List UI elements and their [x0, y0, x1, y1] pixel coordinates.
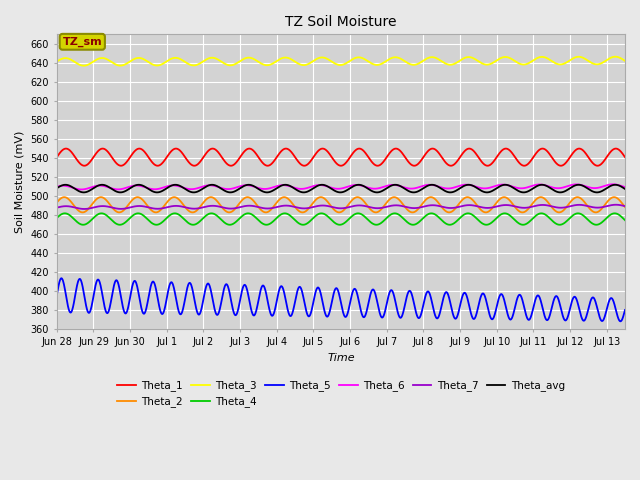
Theta_5	[58, 276, 65, 281]
Theta_4	[330, 219, 337, 225]
Theta_avg	[621, 186, 629, 192]
Theta_2	[330, 206, 337, 212]
Theta_2	[82, 208, 90, 214]
Theta_5	[83, 303, 90, 309]
Theta_1	[53, 154, 61, 160]
X-axis label: Time: Time	[327, 353, 355, 363]
Theta_5	[500, 298, 508, 304]
Line: Theta_1: Theta_1	[57, 149, 625, 166]
Theta_6	[621, 184, 629, 190]
Theta_7	[605, 203, 612, 209]
Theta_7	[500, 202, 508, 208]
Theta_2	[621, 204, 629, 210]
Theta_avg	[282, 182, 289, 188]
Theta_6	[500, 182, 508, 188]
Theta_3	[500, 54, 508, 60]
Theta_avg	[314, 182, 322, 188]
Theta_3	[53, 59, 61, 64]
Line: Theta_3: Theta_3	[57, 57, 625, 66]
Theta_1	[330, 157, 337, 163]
Theta_6	[609, 181, 617, 187]
Y-axis label: Soil Moisture (mV): Soil Moisture (mV)	[15, 131, 25, 233]
Theta_1	[314, 148, 322, 154]
Line: Theta_7: Theta_7	[57, 205, 625, 209]
Theta_avg	[82, 189, 90, 195]
Theta_7	[612, 202, 620, 208]
Line: Theta_6: Theta_6	[57, 184, 625, 190]
Theta_4	[621, 217, 629, 223]
Theta_1	[319, 146, 326, 152]
Theta_5	[616, 318, 624, 324]
Theta_4	[605, 213, 612, 219]
Theta_3	[611, 54, 619, 60]
Theta_1	[501, 146, 509, 152]
Theta_4	[82, 221, 90, 227]
Theta_1	[81, 163, 88, 168]
Theta_4	[207, 210, 215, 216]
Theta_7	[53, 205, 61, 211]
Theta_5	[621, 307, 629, 313]
Theta_2	[500, 194, 508, 200]
Theta_6	[605, 182, 612, 188]
Theta_4	[314, 211, 322, 217]
Theta_4	[53, 215, 61, 221]
Theta_2	[605, 197, 613, 203]
Theta_3	[83, 62, 90, 68]
Theta_5	[314, 285, 322, 290]
Theta_3	[80, 63, 88, 69]
Theta_2	[53, 200, 61, 205]
Theta_6	[605, 182, 612, 188]
Theta_5	[605, 300, 612, 306]
Line: Theta_5: Theta_5	[57, 278, 625, 321]
Theta_4	[605, 213, 613, 218]
Theta_avg	[330, 187, 337, 193]
Theta_3	[605, 56, 612, 62]
Theta_1	[605, 151, 612, 157]
Theta_2	[170, 194, 178, 200]
Line: Theta_avg: Theta_avg	[57, 185, 625, 192]
Line: Theta_2: Theta_2	[57, 197, 625, 212]
Theta_3	[314, 55, 322, 61]
Theta_6	[77, 187, 85, 192]
Theta_7	[621, 203, 629, 209]
Theta_1	[83, 162, 90, 168]
Theta_7	[605, 203, 612, 208]
Theta_5	[330, 292, 337, 298]
Theta_3	[621, 58, 629, 64]
Theta_6	[330, 185, 337, 191]
Theta_7	[81, 206, 88, 212]
Theta_3	[605, 56, 612, 62]
Title: TZ Soil Moisture: TZ Soil Moisture	[285, 15, 397, 29]
Theta_5	[605, 299, 612, 305]
Theta_4	[593, 222, 600, 228]
Theta_5	[53, 292, 61, 298]
Theta_avg	[500, 182, 508, 188]
Theta_6	[83, 186, 90, 192]
Theta_1	[621, 154, 629, 160]
Theta_avg	[593, 190, 601, 195]
Text: TZ_sm: TZ_sm	[63, 36, 102, 47]
Theta_2	[605, 197, 612, 203]
Theta_avg	[605, 184, 612, 190]
Theta_1	[605, 151, 613, 156]
Theta_2	[314, 195, 322, 201]
Theta_6	[314, 182, 322, 188]
Theta_2	[592, 209, 600, 215]
Theta_7	[330, 204, 337, 210]
Theta_7	[83, 206, 90, 212]
Theta_7	[314, 203, 322, 209]
Theta_avg	[605, 184, 613, 190]
Theta_6	[53, 184, 61, 190]
Theta_avg	[53, 185, 61, 191]
Theta_3	[330, 60, 337, 65]
Legend: Theta_1, Theta_2, Theta_3, Theta_4, Theta_5, Theta_6, Theta_7, Theta_avg: Theta_1, Theta_2, Theta_3, Theta_4, Thet…	[113, 376, 569, 411]
Theta_4	[500, 210, 508, 216]
Line: Theta_4: Theta_4	[57, 213, 625, 225]
